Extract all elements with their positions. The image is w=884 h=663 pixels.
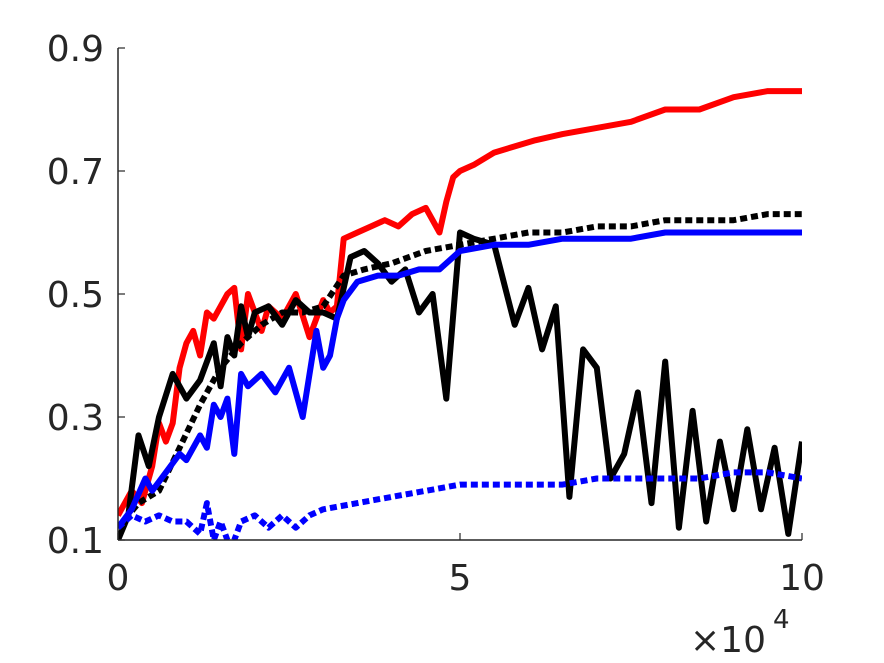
y-tick-label: 0.1 xyxy=(47,521,104,562)
series-layer xyxy=(118,88,802,540)
series-line-2 xyxy=(118,229,802,540)
y-tick-label: 0.7 xyxy=(47,152,104,193)
x-tick-label: 5 xyxy=(449,558,472,599)
y-tick-label: 0.9 xyxy=(47,29,104,70)
x-multiplier-exponent: 4 xyxy=(773,605,790,635)
x-multiplier-label: ×10 xyxy=(690,620,766,661)
y-tick-label: 0.3 xyxy=(47,398,104,439)
series-line-5 xyxy=(118,469,802,540)
x-tick-label: 10 xyxy=(779,558,825,599)
series-line-3 xyxy=(118,211,802,530)
ticks-layer: 0.1 0.3 0.5 0.7 0.9 0 5 10 xyxy=(47,29,825,599)
x-tick-label: 0 xyxy=(107,558,130,599)
series-line-4 xyxy=(118,229,802,530)
y-tick-label: 0.5 xyxy=(47,275,104,316)
